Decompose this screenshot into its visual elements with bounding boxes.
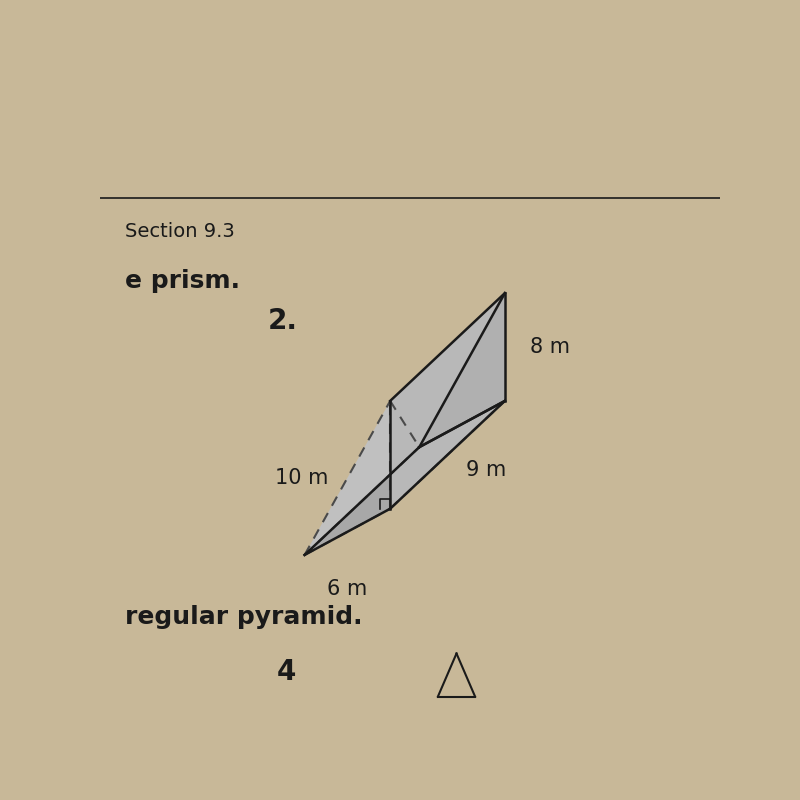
Text: Section 9.3: Section 9.3 — [125, 222, 234, 241]
Polygon shape — [305, 293, 505, 555]
Polygon shape — [390, 293, 505, 509]
Text: 6 m: 6 m — [327, 579, 367, 598]
Polygon shape — [419, 293, 505, 447]
Text: 9 m: 9 m — [466, 460, 506, 480]
Text: 4: 4 — [276, 658, 296, 686]
Text: regular pyramid.: regular pyramid. — [125, 605, 362, 629]
Text: 8 m: 8 m — [530, 337, 570, 357]
Text: 2.: 2. — [267, 307, 298, 335]
Text: e prism.: e prism. — [125, 269, 240, 293]
Polygon shape — [305, 401, 505, 555]
Text: 10 m: 10 m — [275, 468, 329, 488]
